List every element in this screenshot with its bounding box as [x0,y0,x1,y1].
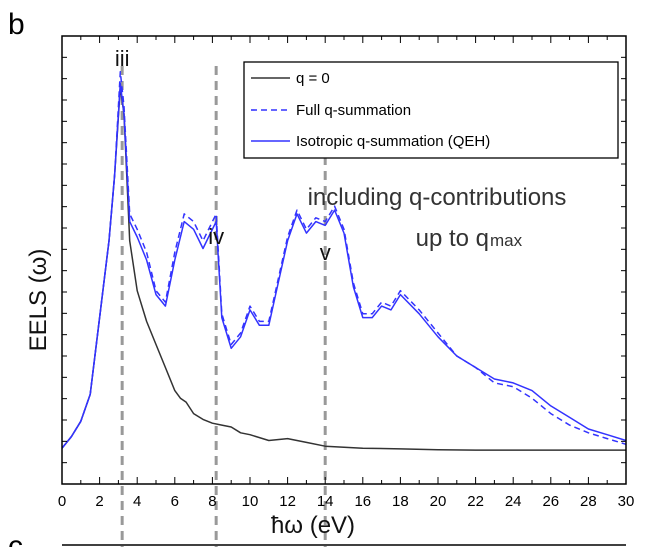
x-tick-label: 14 [317,493,334,510]
annotation-line-1: including q-contributions [308,184,567,211]
x-tick-label: 10 [242,493,259,510]
x-tick-label: 12 [279,493,296,510]
x-tick-label: 30 [618,493,635,510]
peak-label-v: v [320,240,331,265]
series-layer [61,71,627,451]
x-tick-label: 16 [354,493,371,510]
x-tick-label: 26 [542,493,559,510]
axis-ticks [61,36,627,484]
x-tick-label: 20 [430,493,447,510]
panel-label-c: c [8,530,23,547]
annotation: including q-contributions up to q max [308,184,567,252]
legend-label-full: Full q-summation [296,102,411,119]
x-tick-label: 18 [392,493,409,510]
x-tick-label: 22 [467,493,484,510]
peak-label-iv: iv [208,224,224,249]
x-tick-label: 8 [208,493,216,510]
annotation-line-2: up to q [416,225,489,252]
legend-label-qeh: Isotropic q-summation (QEH) [296,133,490,150]
series-line-2 [61,71,627,449]
x-tick-label: 4 [133,493,141,510]
legend-label-q0: q = 0 [296,70,330,87]
x-tick-label: 0 [58,493,66,510]
x-tick-label: 6 [171,493,179,510]
panel-label-b: b [8,8,25,41]
x-tick-labels: 0 2 4 6 8 10 12 14 16 18 20 22 24 26 28 30 [58,493,635,510]
x-tick-label: 2 [95,493,103,510]
x-axis-title: ħω (eV) [271,512,355,539]
x-tick-label: 28 [580,493,597,510]
x-tick-label: 24 [505,493,522,510]
peak-label-iii: iii [115,46,130,71]
y-axis-title: EELS (ω) [25,249,52,352]
peak-labels: iii iv v [115,46,331,265]
legend: q = 0 Full q-summation Isotropic q-summa… [243,61,619,159]
legend-box [243,61,619,159]
annotation-subscript: max [490,231,523,250]
